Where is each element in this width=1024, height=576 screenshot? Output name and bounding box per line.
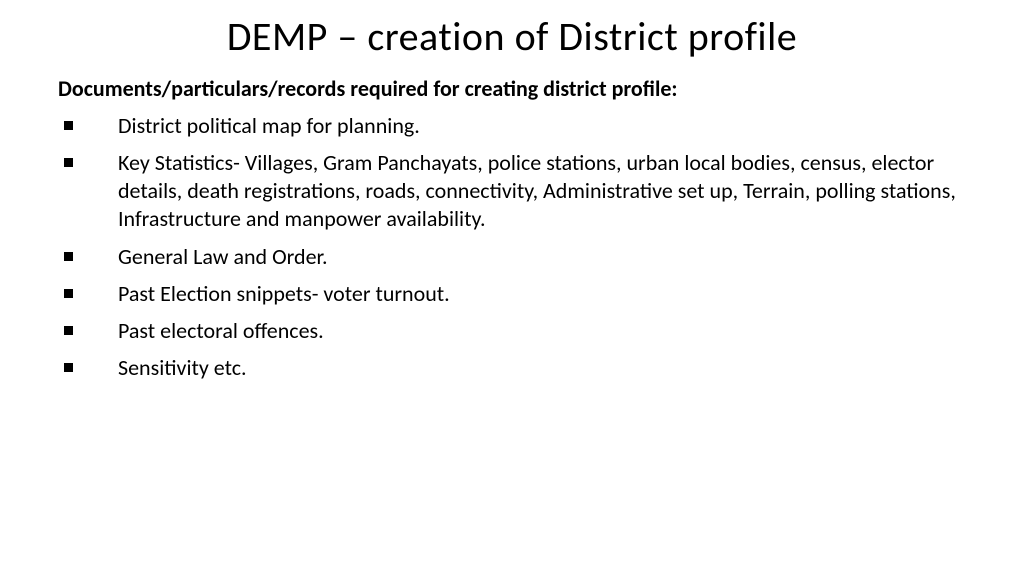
list-item: District political map for planning.: [58, 112, 984, 140]
bullet-list: District political map for planning. Key…: [58, 112, 984, 382]
slide-subheading: Documents/particulars/records required f…: [58, 75, 984, 102]
list-item: Key Statistics- Villages, Gram Panchayat…: [58, 149, 984, 233]
list-item: Past electoral offences.: [58, 317, 984, 345]
slide-title: DEMP – creation of District profile: [40, 12, 984, 61]
list-item: General Law and Order.: [58, 243, 984, 271]
list-item: Past Election snippets- voter turnout.: [58, 280, 984, 308]
list-item: Sensitivity etc.: [58, 354, 984, 382]
